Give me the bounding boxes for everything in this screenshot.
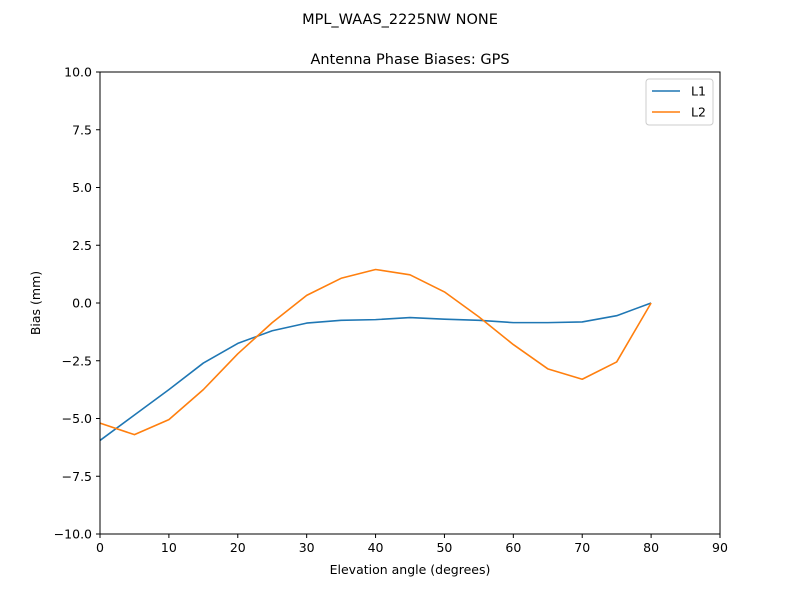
x-tick-label: 50	[436, 540, 452, 555]
y-axis-label: Bias (mm)	[28, 271, 43, 335]
y-tick-label: −7.5	[62, 469, 92, 484]
y-tick-label: −2.5	[62, 353, 92, 368]
chart-title: Antenna Phase Biases: GPS	[310, 52, 509, 68]
plot-area	[99, 71, 721, 535]
x-tick-label: 80	[643, 540, 659, 555]
series-line-l1	[99, 302, 652, 442]
figure-suptitle: MPL_WAAS_2225NW NONE	[302, 12, 498, 28]
y-tick-label: 5.0	[72, 180, 92, 195]
series-layer	[99, 268, 652, 442]
y-tick-label: 7.5	[72, 122, 92, 137]
x-axis-ticks: 0 10 20 30 40 50 60 70 80 90	[96, 534, 728, 555]
y-tick-label: 2.5	[72, 238, 92, 253]
x-axis-label: Elevation angle (degrees)	[330, 562, 491, 577]
y-tick-label: 0.0	[72, 296, 92, 311]
y-tick-label: 10.0	[64, 65, 92, 80]
x-tick-label: 90	[712, 540, 728, 555]
x-tick-label: 0	[96, 540, 104, 555]
y-tick-label: −10.0	[54, 527, 92, 542]
x-tick-label: 70	[574, 540, 590, 555]
series-line-l2	[99, 268, 652, 436]
x-tick-label: 60	[505, 540, 521, 555]
x-tick-label: 10	[161, 540, 177, 555]
y-axis-ticks: −10.0 −7.5 −5.0 −2.5 0.0 2.5 5.0 7.5 10.0	[54, 65, 100, 542]
x-tick-label: 40	[368, 540, 384, 555]
legend-label-l2: L2	[691, 105, 706, 120]
x-tick-label: 30	[299, 540, 315, 555]
y-tick-label: −5.0	[62, 411, 92, 426]
plot-background	[100, 72, 720, 534]
legend-label-l1: L1	[691, 84, 706, 99]
x-tick-label: 20	[230, 540, 246, 555]
